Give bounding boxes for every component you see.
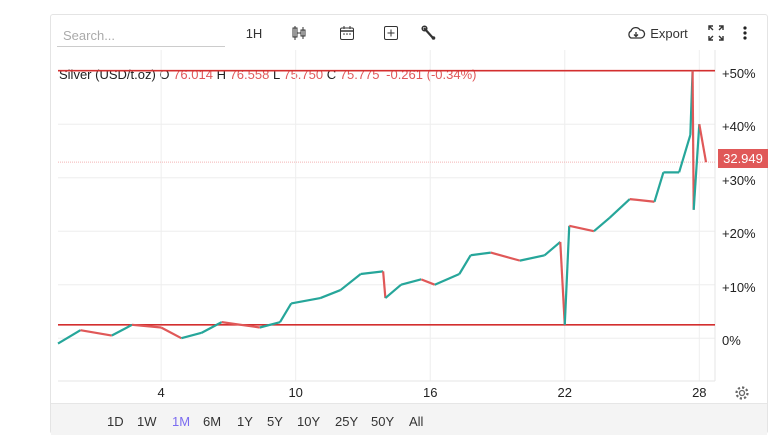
candle-segment — [629, 198, 655, 203]
range-button-1w[interactable]: 1W — [137, 414, 157, 429]
y-tick-label: +40% — [722, 119, 756, 135]
candle-segment — [382, 271, 387, 299]
chart-card: 1H Export Silver (USD/t.oz) O 76.014 H 7… — [50, 14, 769, 435]
candle-segment — [559, 241, 566, 325]
candle-segment — [131, 323, 162, 329]
candle-segment — [569, 224, 595, 233]
x-tick-label: 22 — [557, 385, 572, 400]
candle-segment — [221, 321, 260, 329]
y-tick-label: 0% — [722, 333, 741, 349]
candle-segment — [400, 278, 422, 286]
fullscreen-icon[interactable] — [705, 21, 727, 45]
candle-segment — [259, 321, 281, 329]
export-button[interactable]: Export — [625, 21, 689, 45]
last-price-tag: 32.949 — [718, 149, 768, 168]
candle-segment — [384, 283, 402, 299]
search-input[interactable] — [57, 25, 225, 47]
y-tick-label: +10% — [722, 279, 756, 295]
candle-segment — [593, 216, 611, 233]
candle-segment — [57, 329, 81, 345]
y-tick-label: +50% — [722, 65, 756, 81]
cloud-download-icon — [628, 26, 646, 39]
candle-segment — [698, 124, 708, 163]
candle-segment — [291, 296, 321, 305]
high-label: H — [216, 67, 226, 82]
candle-segment — [470, 251, 491, 257]
x-tick-label: 28 — [692, 385, 707, 400]
x-tick-label: 16 — [422, 385, 438, 400]
candle-segment — [678, 134, 692, 173]
candle-segment — [691, 70, 695, 210]
range-button-10y[interactable]: 10Y — [297, 414, 321, 429]
candle-segment — [563, 225, 571, 325]
settings-gear-icon[interactable] — [734, 385, 750, 401]
range-button-1y[interactable]: 1Y — [237, 414, 253, 429]
close-label: C — [326, 67, 337, 82]
range-button-6m[interactable]: 6M — [203, 414, 222, 429]
price-chart[interactable] — [51, 15, 769, 403]
candle-segment — [279, 302, 293, 323]
candle-segment — [160, 326, 182, 340]
candle-segment — [434, 272, 460, 286]
x-tick-label: 4 — [157, 385, 165, 400]
x-tick-label: 10 — [288, 385, 303, 400]
candle-segment — [111, 323, 133, 337]
range-selector: 1D 1W 1M 6M 1Y 5Y 10Y 25Y 50Y All — [51, 403, 767, 435]
y-tick-label: +30% — [722, 172, 756, 188]
open-label: O — [159, 67, 170, 82]
range-button-all[interactable]: All — [409, 414, 424, 429]
wrench-icon[interactable] — [417, 21, 441, 45]
y-tick-label: +20% — [722, 226, 756, 242]
candle-segment — [80, 329, 113, 337]
candle-segment — [692, 124, 701, 210]
low-label: L — [272, 67, 280, 82]
candle-segment — [319, 289, 341, 300]
candle-segment — [543, 241, 561, 257]
range-button-50y[interactable]: 50Y — [371, 414, 395, 429]
candle-segment — [490, 251, 521, 262]
export-label: Export — [650, 25, 688, 41]
candle-segment — [420, 278, 436, 286]
candle-segment — [653, 172, 665, 203]
candle-segment — [181, 331, 202, 340]
candle-segment — [608, 198, 631, 219]
candle-segment — [339, 273, 362, 291]
range-button-5y[interactable]: 5Y — [267, 414, 283, 429]
add-indicator-icon[interactable] — [379, 21, 403, 45]
interval-button[interactable]: 1H — [245, 25, 263, 41]
more-menu-icon[interactable] — [737, 21, 753, 45]
calendar-icon[interactable] — [335, 21, 359, 45]
candlestick-type-icon[interactable] — [287, 21, 311, 45]
candle-segment — [519, 254, 545, 262]
candle-segment — [458, 254, 472, 275]
candle-segment — [200, 321, 223, 334]
range-button-1m[interactable]: 1M — [172, 414, 191, 429]
range-button-25y[interactable]: 25Y — [335, 414, 359, 429]
range-button-1d[interactable]: 1D — [107, 414, 124, 429]
candle-segment — [360, 270, 384, 276]
